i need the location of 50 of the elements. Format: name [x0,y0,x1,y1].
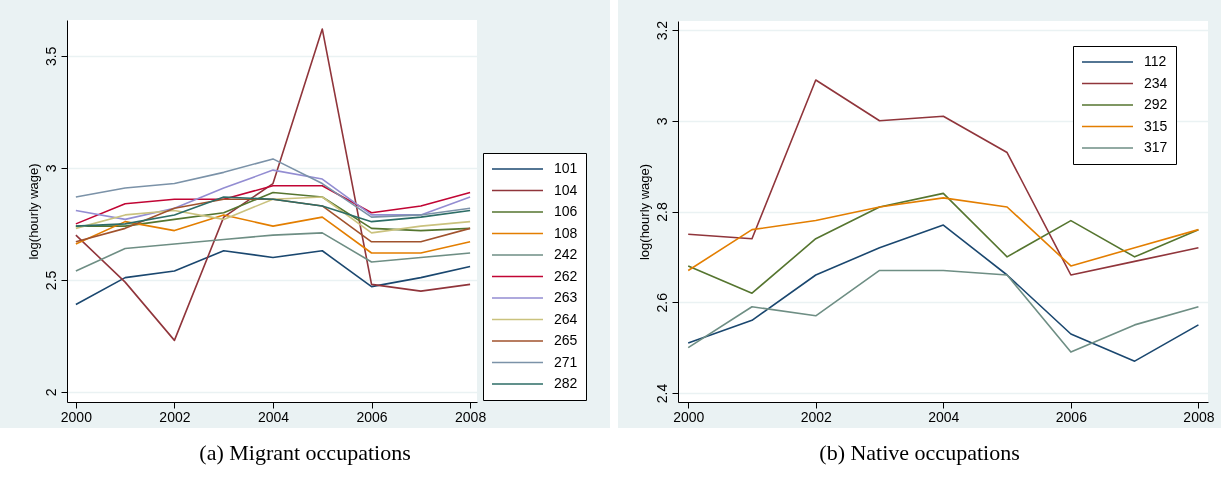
y-tick-label: 3.2 [653,20,670,41]
y-axis-title: log(hourly wage) [25,163,41,260]
line-series [75,158,471,218]
legend-label: 106 [554,203,578,219]
y-axis-title: log(hourly wage) [636,163,652,261]
text: (b) Native occupations [818,440,1021,466]
x-tick-label: 2008 [455,408,487,425]
legend-label: 282 [554,375,578,391]
line-series [75,249,471,306]
line-series [75,232,471,272]
y-tick-label: 2.6 [653,292,670,313]
line-series [687,197,1200,272]
y-tick-label: 2.8 [653,202,670,222]
legend-label: 263 [554,289,578,305]
legend-label: 234 [1144,74,1168,91]
legend-label: 112 [1144,53,1167,69]
legend-label: 242 [554,246,578,262]
x-tick-label: 2006 [1055,408,1088,425]
y-tick-label: 3 [653,117,670,126]
x-tick-label: 2004 [928,408,960,425]
x-tick-label: 2004 [257,408,290,425]
x-tick-label: 2006 [356,408,388,425]
legend-label: 271 [554,353,578,370]
y-tick-label: 2.4 [653,383,670,404]
legend-label: 104 [554,181,578,198]
legend-label: 262 [554,267,578,284]
y-tick-label: 3 [42,164,59,173]
line-series [687,224,1200,362]
x-tick-label: 2002 [800,408,833,425]
x-tick-label: 2000 [673,408,705,425]
line-series [687,269,1200,353]
legend-label: 101 [554,160,578,176]
legend-label: 315 [1144,117,1168,134]
x-tick-label: 2008 [1183,408,1215,425]
line-series [687,79,1200,276]
y-tick-label: 2.5 [42,270,59,291]
legend-label: 265 [554,332,578,348]
text: (a) Migrant occupations [198,440,412,466]
x-tick-label: 2002 [159,408,191,425]
legend-label: 292 [1144,96,1168,112]
line-series [75,214,471,254]
line-series [75,169,471,221]
x-tick-label: 2000 [60,408,93,425]
y-tick-label: 3.5 [42,46,59,67]
y-tick-label: 2 [42,388,59,397]
line-series [75,28,471,342]
legend-label: 317 [1144,139,1168,155]
legend-label: 264 [554,310,578,327]
line-series [75,185,471,225]
legend-label: 108 [554,224,578,241]
